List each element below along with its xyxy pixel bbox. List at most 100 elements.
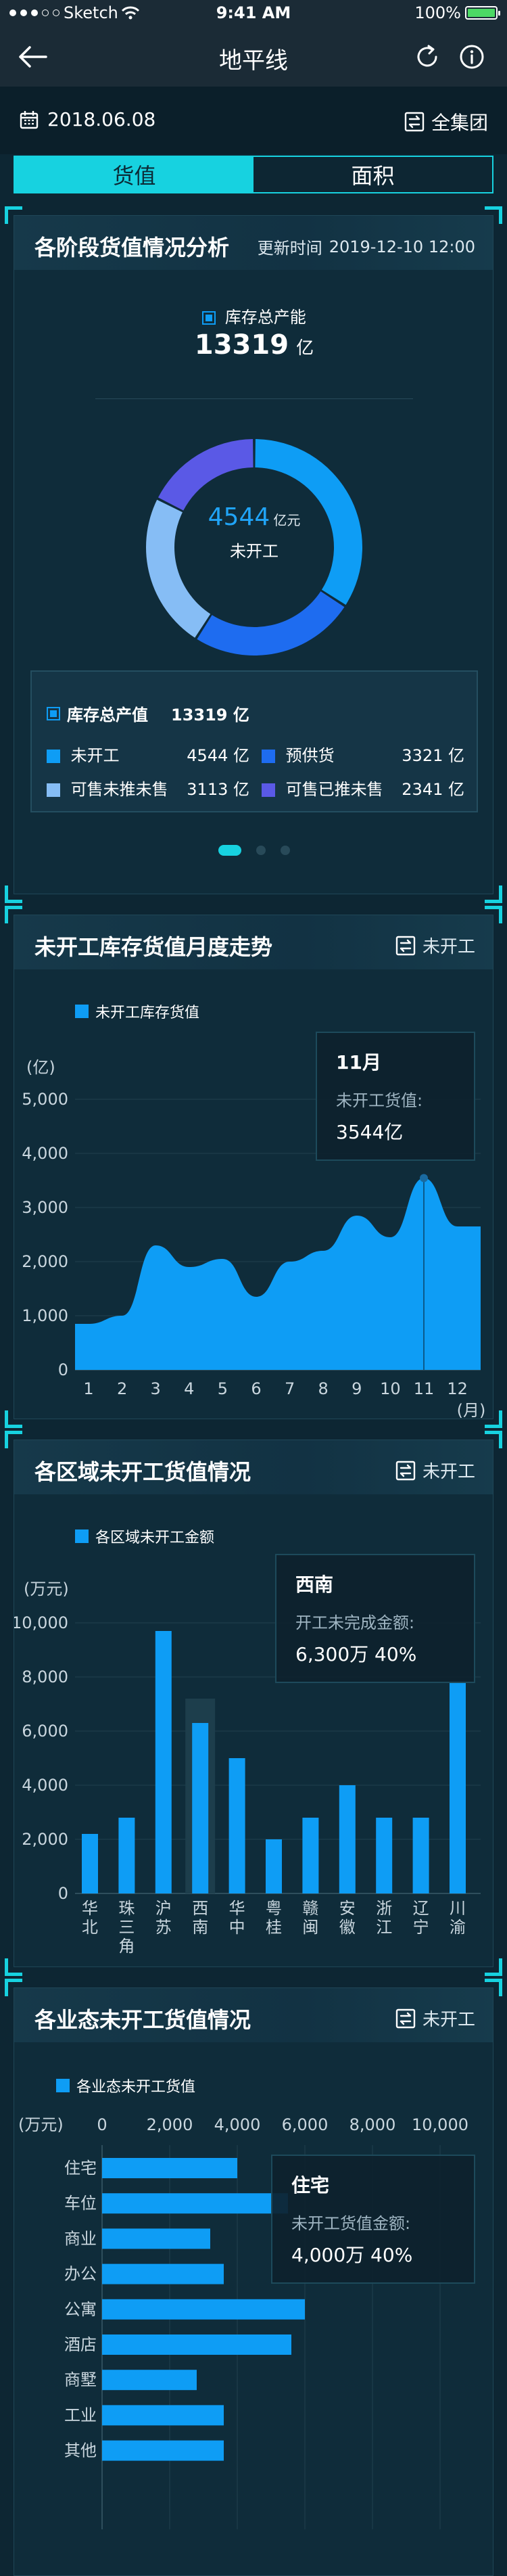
x-tick-label: 0 — [97, 2115, 107, 2134]
y-tick-label: 车位 — [64, 2194, 97, 2213]
tooltip-value: 6,300万 40% — [295, 1643, 417, 1665]
bar — [339, 1785, 356, 1893]
x-tick-label: 桂 — [266, 1918, 282, 1937]
card-title: 各阶段货值情况分析 — [34, 235, 230, 260]
chart-tooltip: 11月 未开工货值: 3544亿 — [316, 1032, 475, 1161]
bar — [266, 1839, 282, 1893]
group-filter-label: 全集团 — [431, 112, 488, 134]
chart-legend: 各区域未开工金额 — [75, 1525, 214, 1547]
stage-item-unstarted: 未开工 4544 亿 — [47, 742, 249, 766]
stage-swatch — [262, 750, 275, 763]
card-title: 未开工库存货值月度走势 — [34, 934, 273, 960]
bar — [192, 1723, 209, 1893]
y-tick-label: 8,000 — [22, 1668, 68, 1686]
group-filter-button[interactable]: 全集团 — [404, 108, 488, 135]
tab-area[interactable]: 面积 — [351, 163, 395, 189]
type-filter-button[interactable]: 未开工 — [395, 2006, 475, 2031]
stage-value: 2341 亿 — [402, 780, 464, 799]
refresh-icon — [417, 45, 437, 67]
info-icon — [460, 45, 484, 69]
summary-row: 库存总产值 13319 亿 — [47, 702, 249, 725]
chart-tooltip: 住宅 未开工货值金额: 4,000万 40% — [271, 2155, 475, 2284]
y-tick-label: 办公 — [64, 2265, 97, 2284]
bar — [376, 1818, 393, 1893]
tooltip-value: 4,000万 40% — [291, 2244, 413, 2266]
y-tick-label: 3,000 — [22, 1198, 68, 1217]
donut-slice — [255, 439, 362, 605]
chart-legend: 未开工库存货值 — [75, 1001, 199, 1022]
nav-bar: 地平线 — [0, 27, 507, 87]
back-button[interactable] — [15, 39, 50, 74]
total-unit: 亿 — [296, 338, 314, 359]
y-axis-unit: (万元) — [24, 1580, 69, 1598]
type-bar-chart: (万元) 0 2,000 4,000 6,000 8,000 10,000 住宅车位商业办公公… — [18, 2115, 468, 2529]
x-tick-label: 8,000 — [349, 2115, 396, 2134]
legend-label: 各业态未开工货值 — [76, 2079, 196, 2096]
x-tick-label: 中 — [229, 1918, 245, 1937]
donut-center-label: 未开工 — [230, 542, 279, 561]
refresh-button[interactable] — [410, 39, 445, 74]
stage-value: 3113 亿 — [187, 780, 249, 799]
bar — [102, 2405, 224, 2426]
region-filter-button[interactable]: 未开工 — [395, 1458, 475, 1483]
total-value-row: 13319 亿 — [14, 329, 494, 361]
chart-legend: 各业态未开工货值 — [56, 2075, 195, 2096]
stage-swatch — [47, 750, 60, 763]
stage-label: 可售未推未售 — [70, 780, 168, 799]
x-tick-label: 闽 — [302, 1918, 318, 1937]
tooltip-label: 开工未完成金额: — [295, 1613, 415, 1632]
y-tick-label: 商业 — [64, 2229, 97, 2248]
date-picker[interactable]: 2018.06.08 — [19, 108, 155, 131]
bar — [302, 1818, 319, 1893]
filter-label: 未开工 — [422, 2010, 475, 2030]
monthly-trend-card: 未开工库存货值月度走势 未开工 未开工库存货值 (亿) 0 1,000 2,000 3,… — [5, 906, 502, 1428]
switch-icon — [404, 112, 425, 132]
x-tick-label: 三 — [118, 1918, 135, 1937]
stage-donut-chart — [146, 439, 362, 656]
x-tick-label: 西 — [192, 1899, 208, 1918]
info-button[interactable] — [454, 39, 489, 74]
highlight-point — [420, 1174, 428, 1182]
donut-slice — [158, 439, 254, 511]
x-tick-label: 1 — [83, 1379, 93, 1398]
page-indicator — [14, 845, 494, 856]
card-header: 未开工库存货值月度走势 未开工 — [14, 915, 493, 969]
summary-swatch — [47, 706, 60, 720]
update-value: 2019-12-10 12:00 — [329, 237, 475, 256]
donut-slice — [146, 499, 211, 638]
legend-label: 各区域未开工金额 — [95, 1530, 215, 1546]
total-value: 13319 — [194, 329, 289, 361]
bar — [102, 2158, 237, 2178]
y-tick-label: 5,000 — [22, 1090, 68, 1109]
stage-swatch — [47, 783, 60, 797]
page-dot[interactable] — [256, 846, 266, 855]
y-tick-label: 商墅 — [64, 2370, 97, 2389]
page-dot[interactable] — [281, 846, 290, 855]
switch-icon — [395, 2008, 416, 2028]
bar — [82, 1834, 98, 1893]
card-header: 各区域未开工货值情况 未开工 — [14, 1440, 493, 1494]
y-tick-label: 10,000 — [14, 1613, 68, 1632]
battery: 100% — [414, 3, 500, 22]
y-axis-unit: (亿) — [26, 1058, 55, 1077]
tab-value[interactable]: 货值 — [15, 157, 254, 192]
page-dot-active[interactable] — [218, 845, 241, 856]
x-tick-label: 辽 — [413, 1899, 429, 1918]
stage-item-presupply: 预供货 3321 亿 — [262, 742, 464, 766]
carrier: Sketch — [9, 3, 140, 22]
date-text: 2018.06.08 — [47, 108, 156, 131]
card-header: 各阶段货值情况分析 更新时间 2019-12-10 12:00 — [14, 216, 493, 270]
donut-center-unit: 亿元 — [273, 512, 301, 528]
bar — [102, 2193, 288, 2214]
bar — [102, 2263, 224, 2284]
bar — [102, 2440, 224, 2461]
switch-icon — [395, 1460, 416, 1480]
x-tick-label: 4,000 — [214, 2115, 261, 2134]
trend-filter-button[interactable]: 未开工 — [395, 933, 475, 958]
x-axis-unit: (万元) — [18, 2115, 64, 2134]
y-tick-label: 1,000 — [22, 1306, 68, 1325]
legend-swatch — [75, 1530, 89, 1543]
donut-slice — [197, 591, 345, 656]
x-tick-label: 宁 — [413, 1918, 429, 1937]
x-tick-label: 安 — [339, 1899, 356, 1918]
